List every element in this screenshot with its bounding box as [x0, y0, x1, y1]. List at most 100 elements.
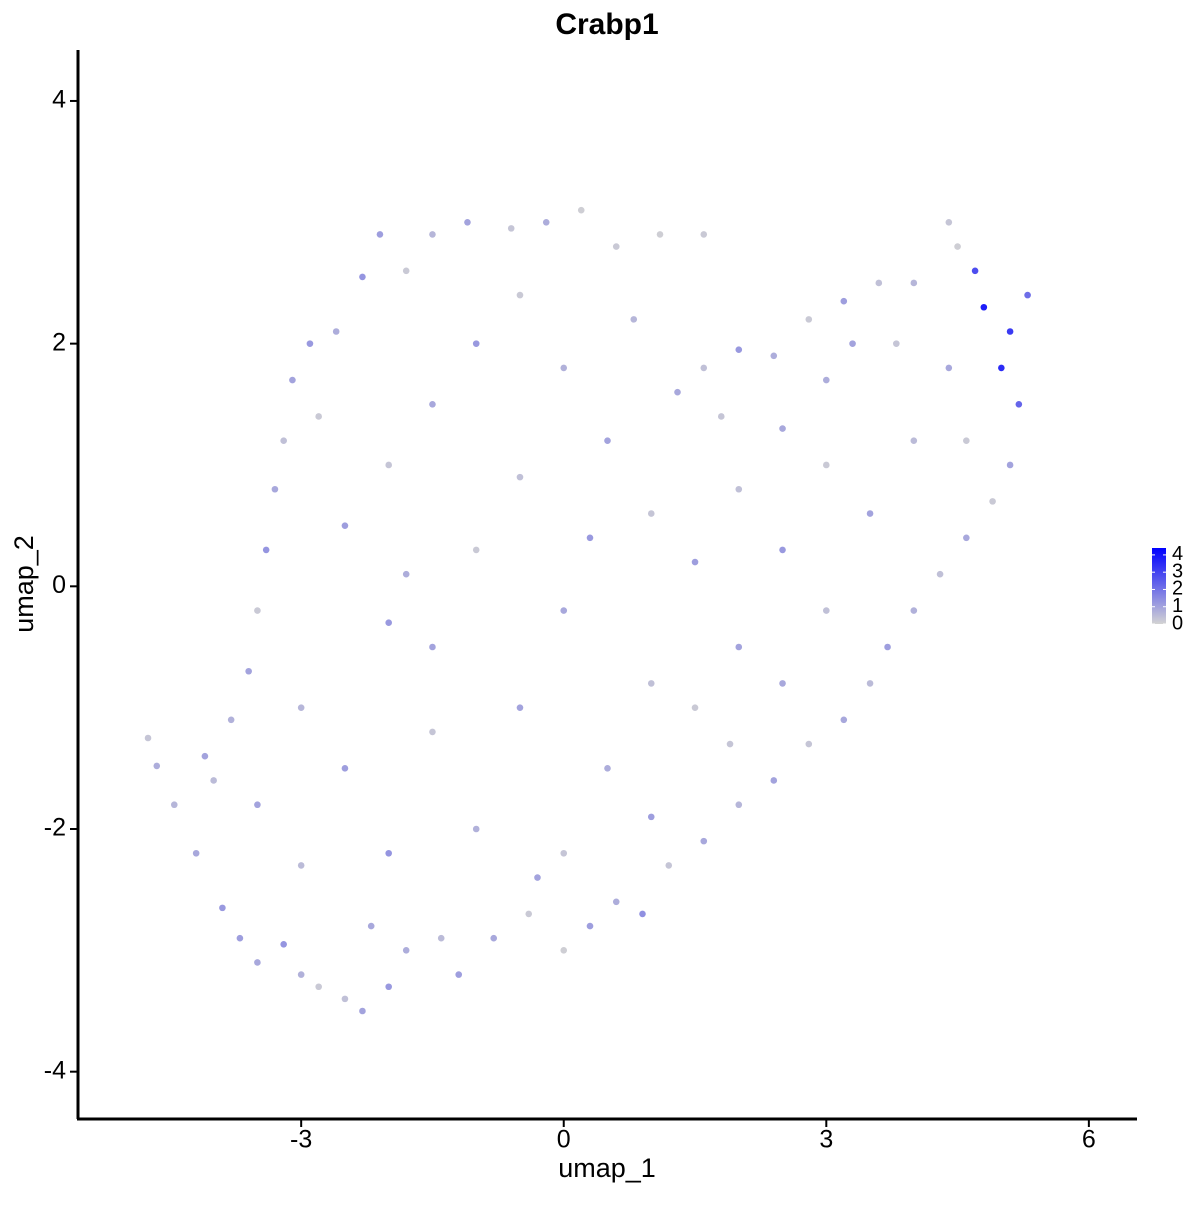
cell-point [297, 862, 305, 869]
cell-point [402, 947, 410, 954]
cell-point [963, 437, 970, 445]
colorbar-label: 1 [1172, 595, 1183, 617]
cell-point [849, 340, 856, 347]
cell-point [875, 279, 883, 287]
y-tick-label: 2 [52, 328, 66, 356]
cell-point [945, 219, 953, 226]
cell-point [254, 959, 261, 966]
cell-point [271, 485, 279, 493]
cell-point [192, 849, 200, 857]
cell-point [910, 607, 918, 614]
cell-point [332, 328, 340, 335]
cell-point [254, 801, 261, 809]
cell-point [525, 910, 533, 918]
cell-point [577, 206, 585, 214]
cell-point [289, 376, 296, 384]
cell-point [691, 704, 699, 711]
cell-point [280, 940, 287, 948]
cell-point [954, 243, 961, 250]
cell-point [341, 522, 349, 529]
cell-point [490, 934, 498, 942]
cell-point [805, 316, 813, 323]
cell-point [586, 534, 594, 542]
cell-point [280, 437, 287, 445]
x-tick-label: 6 [1082, 1126, 1096, 1154]
cell-point [700, 364, 708, 372]
cell-point [691, 558, 699, 566]
cell-point [201, 752, 209, 760]
cell-point [560, 607, 568, 614]
y-tick-label: 0 [52, 571, 66, 599]
cell-point [227, 716, 235, 724]
cell-point [385, 983, 392, 991]
cell-point [963, 534, 970, 542]
cell-point [971, 267, 979, 275]
cell-point [219, 904, 226, 912]
cell-point [770, 352, 778, 360]
cell-point [534, 874, 541, 881]
cell-point [385, 461, 392, 469]
cell-point [604, 437, 611, 445]
x-tick-label: 3 [819, 1126, 833, 1154]
cell-point [936, 570, 944, 578]
cell-point [254, 607, 261, 614]
cell-point [297, 971, 305, 978]
cell-point [262, 546, 270, 554]
cell-point [770, 777, 778, 784]
cell-point [647, 813, 655, 821]
y-tick-label: -2 [44, 814, 66, 842]
x-axis-label: umap_1 [558, 1153, 656, 1183]
cell-point [665, 862, 673, 869]
y-axis-label: umap_2 [9, 535, 39, 633]
cell-point [359, 1007, 366, 1015]
cell-point [455, 971, 463, 978]
cell-point [823, 461, 830, 469]
cell-point [779, 546, 786, 554]
cell-point [998, 364, 1005, 372]
y-tick-label: 4 [52, 86, 66, 114]
cell-point [429, 728, 436, 736]
cell-point [341, 765, 349, 772]
cell-point [884, 643, 891, 651]
cell-point [297, 704, 305, 711]
cell-point [735, 801, 743, 809]
cell-point [717, 413, 725, 420]
cell-point [726, 740, 734, 748]
cell-point [236, 934, 244, 942]
cell-point [700, 231, 708, 238]
cell-point [980, 303, 988, 311]
chart-title: Crabp1 [555, 8, 658, 41]
cell-point [306, 340, 314, 347]
cell-point [604, 765, 611, 772]
cell-point [647, 680, 655, 687]
cell-point [735, 346, 743, 354]
cell-point [700, 837, 708, 845]
cell-point [359, 273, 366, 281]
cell-point [612, 243, 620, 250]
cell-point [866, 680, 874, 687]
cell-point [402, 570, 410, 578]
x-tick-label: 0 [557, 1126, 571, 1154]
cell-point [1006, 461, 1014, 469]
cell-point [735, 643, 743, 651]
cell-point [1006, 328, 1014, 335]
cell-point [367, 922, 375, 930]
cell-point [840, 716, 848, 724]
cell-point [542, 219, 550, 226]
cell-point [341, 995, 349, 1003]
cell-point [245, 667, 252, 675]
cell-point [735, 485, 743, 493]
cell-point [437, 934, 445, 942]
cell-point [472, 546, 480, 554]
cell-point [1015, 401, 1023, 408]
colorbar-label: 2 [1172, 578, 1183, 600]
cell-point [516, 291, 524, 299]
cell-point [153, 762, 161, 770]
cell-point [315, 413, 322, 420]
cell-point [823, 376, 830, 384]
cell-point [385, 619, 392, 627]
cell-point [779, 680, 786, 687]
cell-point [464, 219, 471, 226]
cell-point [805, 740, 813, 748]
